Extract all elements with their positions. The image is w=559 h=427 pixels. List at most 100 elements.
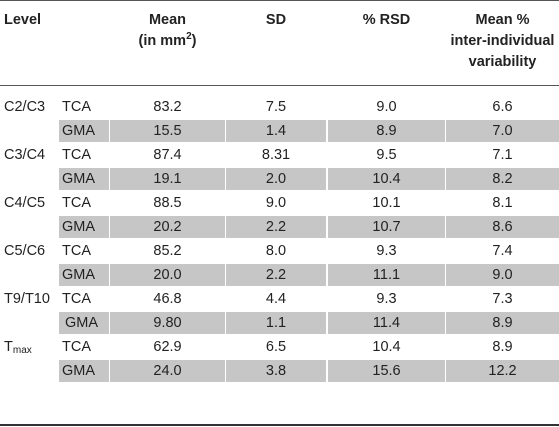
sd-cell: 4.4 — [265, 291, 287, 307]
variability-cell: 8.9 — [446, 312, 559, 334]
rsd-cell: 10.4 — [328, 168, 445, 190]
level-cell — [4, 216, 60, 238]
table-row: C3/C4 TCA 87.4 8.31 9.5 7.1 — [0, 144, 559, 166]
variability-cell: 8.2 — [446, 168, 559, 190]
table-row: GMA 24.0 3.8 15.6 12.2 — [0, 360, 559, 382]
level-cell: C2/C3 — [4, 96, 60, 118]
rsd-cell: 10.7 — [328, 216, 445, 238]
rsd-cell: 11.1 — [328, 264, 445, 286]
table-row: GMA 20.0 2.2 11.1 9.0 — [0, 264, 559, 286]
header-mean-line1: Mean — [148, 12, 187, 28]
header-mean-unit: (in mm — [138, 33, 187, 49]
level-cell — [4, 264, 60, 286]
header-var-line2: inter-individual — [450, 33, 555, 49]
rsd-cell: 10.4 — [372, 339, 401, 355]
group-cell: GMA — [59, 120, 109, 142]
group-cell: TCA — [62, 339, 91, 355]
mean-cell: 20.2 — [110, 216, 225, 238]
variability-cell: 9.0 — [446, 264, 559, 286]
sd-cell: 9.0 — [265, 195, 287, 211]
group-cell: GMA — [59, 216, 109, 238]
table-row: C5/C6 TCA 85.2 8.0 9.3 7.4 — [0, 240, 559, 262]
table-row: C4/C5 TCA 88.5 9.0 10.1 8.1 — [0, 192, 559, 214]
rsd-cell: 8.9 — [328, 120, 445, 142]
level-cell — [4, 168, 60, 190]
level-cell: Tmax — [4, 336, 60, 358]
mean-cell: 62.9 — [153, 339, 182, 355]
group-cell: GMA — [59, 264, 109, 286]
level-label: C3/C4 — [4, 147, 46, 163]
mean-cell: 85.2 — [153, 243, 182, 259]
mean-cell: 19.1 — [110, 168, 225, 190]
variability-cell: 12.2 — [446, 360, 559, 382]
table-row: GMA 15.5 1.4 8.9 7.0 — [0, 120, 559, 142]
group-cell: GMA — [59, 360, 109, 382]
group-cell: GMA — [59, 168, 109, 190]
sd-cell: 8.31 — [261, 147, 291, 163]
header-mean-sup: 2 — [186, 31, 192, 42]
level-cell: C5/C6 — [4, 240, 60, 262]
level-label: T — [4, 339, 13, 355]
header-sd: SD — [265, 12, 287, 28]
group-cell: TCA — [62, 99, 91, 115]
rsd-cell: 9.3 — [376, 243, 397, 259]
variability-cell: 8.9 — [492, 339, 513, 355]
header-mean: Mean (in mm2) — [110, 10, 225, 52]
sd-cell: 1.1 — [226, 312, 326, 334]
mean-cell: 20.0 — [110, 264, 225, 286]
group-cell: TCA — [62, 195, 91, 211]
level-label: C4/C5 — [4, 195, 46, 211]
variability-cell: 7.3 — [492, 291, 513, 307]
sd-cell: 3.8 — [226, 360, 326, 382]
level-label: C2/C3 — [4, 99, 46, 115]
variability-cell: 8.1 — [492, 195, 513, 211]
level-cell: C3/C4 — [4, 144, 60, 166]
header-var-line3: variability — [468, 54, 537, 70]
sd-cell: 2.2 — [226, 216, 326, 238]
mean-cell: 15.5 — [110, 120, 225, 142]
variability-cell: 8.6 — [446, 216, 559, 238]
variability-cell: 7.1 — [492, 147, 513, 163]
mean-cell: 9.80 — [110, 312, 225, 334]
table-row: T9/T10 TCA 46.8 4.4 9.3 7.3 — [0, 288, 559, 310]
table-row: GMA 20.2 2.2 10.7 8.6 — [0, 216, 559, 238]
level-cell: T9/T10 — [4, 288, 60, 310]
variability-cell: 7.4 — [492, 243, 513, 259]
sd-cell: 7.5 — [265, 99, 287, 115]
header-rule — [0, 85, 559, 86]
header-variability: Mean % inter-individual variability — [446, 10, 559, 73]
table-row: GMA 9.80 1.1 11.4 8.9 — [0, 312, 559, 334]
table-row: GMA 19.1 2.0 10.4 8.2 — [0, 168, 559, 190]
sd-cell: 8.0 — [265, 243, 287, 259]
header-var-line1: Mean % — [475, 12, 530, 28]
sd-cell: 1.4 — [226, 120, 326, 142]
sd-cell: 2.0 — [226, 168, 326, 190]
variability-cell: 6.6 — [492, 99, 513, 115]
mean-cell: 24.0 — [110, 360, 225, 382]
table-bottom-rule — [0, 424, 559, 426]
mean-cell: 87.4 — [153, 147, 182, 163]
rsd-cell: 10.1 — [372, 195, 401, 211]
table-body: C2/C3 TCA 83.2 7.5 9.0 6.6 GMA 15.5 1.4 8.9 7.0 C3/… — [0, 96, 559, 384]
sd-cell: 6.5 — [265, 339, 287, 355]
header-mean-close: ) — [191, 33, 197, 49]
header-level: Level — [4, 12, 42, 28]
group-cell: TCA — [62, 147, 91, 163]
mean-cell: 83.2 — [153, 99, 182, 115]
level-label: C5/C6 — [4, 243, 46, 259]
rsd-cell: 9.3 — [376, 291, 397, 307]
group-cell: GMA — [59, 312, 109, 334]
level-label: T9/T10 — [4, 291, 50, 307]
header-mean-line2: (in mm2) — [110, 31, 225, 52]
table-top-rule — [0, 0, 559, 1]
group-cell: TCA — [62, 291, 91, 307]
rsd-cell: 11.4 — [328, 312, 445, 334]
sd-cell: 2.2 — [226, 264, 326, 286]
table-row: C2/C3 TCA 83.2 7.5 9.0 6.6 — [0, 96, 559, 118]
header-rsd: % RSD — [362, 12, 411, 28]
variability-cell: 7.0 — [446, 120, 559, 142]
level-cell: C4/C5 — [4, 192, 60, 214]
level-cell — [4, 312, 60, 334]
mean-cell: 46.8 — [153, 291, 182, 307]
level-cell — [4, 360, 60, 382]
